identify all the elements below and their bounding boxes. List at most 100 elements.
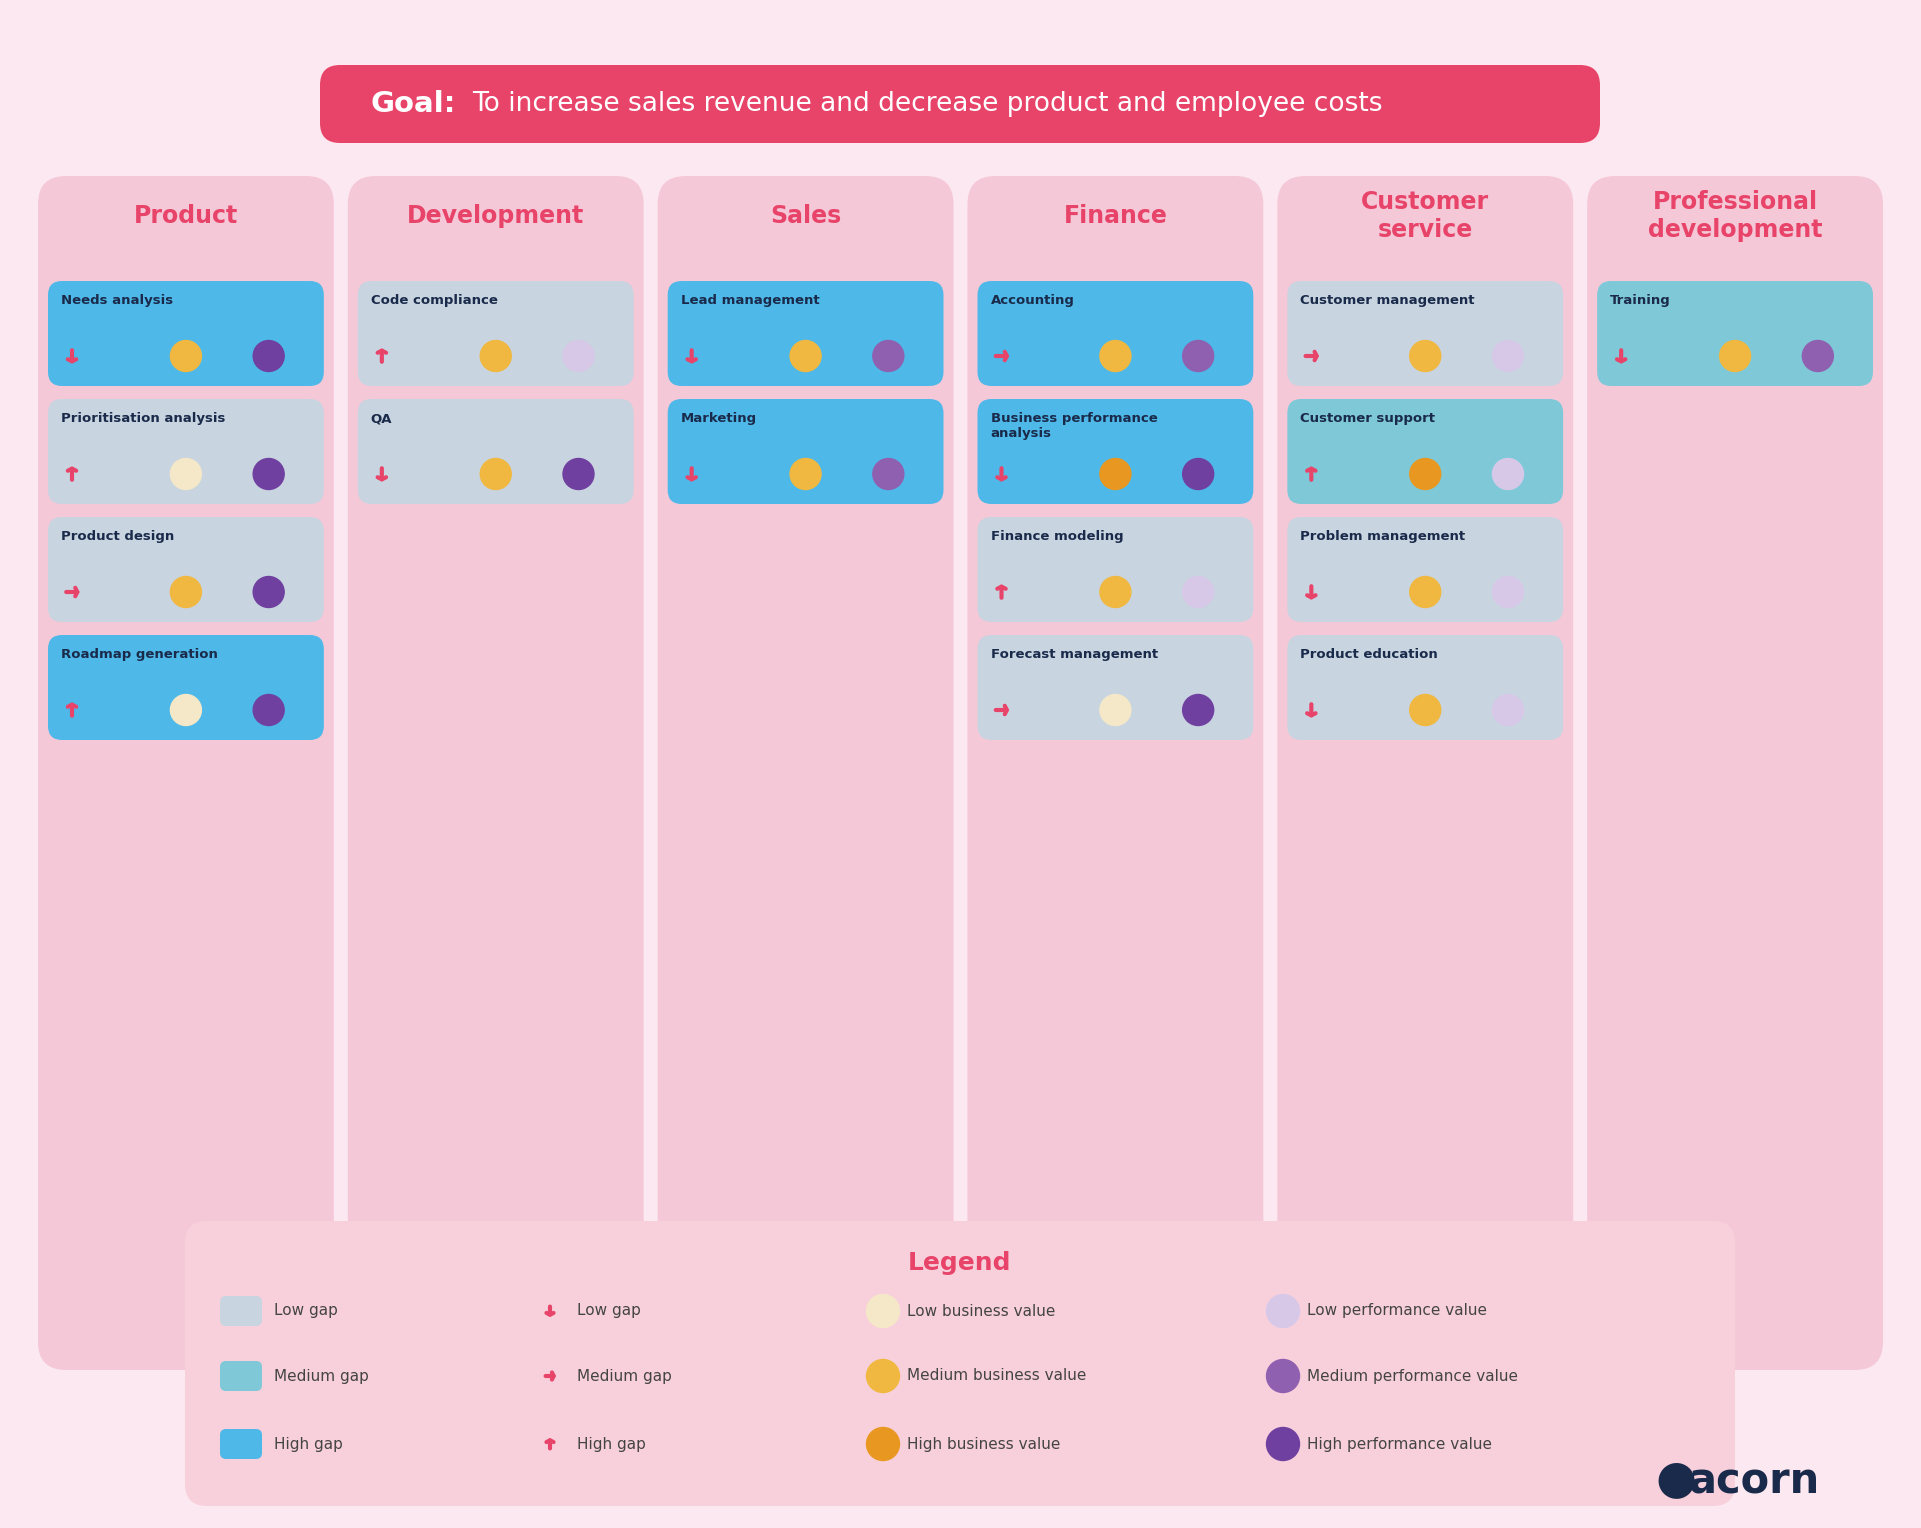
Circle shape	[171, 458, 202, 489]
Text: Legend: Legend	[909, 1251, 1012, 1274]
Text: Training: Training	[1610, 293, 1671, 307]
Circle shape	[1410, 341, 1441, 371]
FancyBboxPatch shape	[1287, 636, 1564, 740]
Circle shape	[563, 458, 594, 489]
FancyBboxPatch shape	[1287, 399, 1564, 504]
Text: QA: QA	[371, 413, 392, 425]
Text: Customer support: Customer support	[1301, 413, 1435, 425]
Text: Goal:: Goal:	[371, 90, 455, 118]
Circle shape	[1101, 695, 1131, 726]
Circle shape	[1183, 695, 1214, 726]
FancyBboxPatch shape	[978, 636, 1252, 740]
Circle shape	[866, 1294, 899, 1328]
Circle shape	[1266, 1427, 1299, 1461]
Circle shape	[254, 576, 284, 608]
Circle shape	[1493, 576, 1523, 608]
Text: Marketing: Marketing	[680, 413, 757, 425]
FancyBboxPatch shape	[978, 399, 1252, 504]
FancyBboxPatch shape	[669, 281, 943, 387]
FancyBboxPatch shape	[48, 636, 325, 740]
Text: Roadmap generation: Roadmap generation	[61, 648, 217, 662]
Circle shape	[1183, 576, 1214, 608]
Text: High gap: High gap	[275, 1436, 342, 1452]
Circle shape	[1410, 695, 1441, 726]
Circle shape	[1493, 341, 1523, 371]
Text: Prioritisation analysis: Prioritisation analysis	[61, 413, 225, 425]
Circle shape	[872, 458, 905, 489]
Circle shape	[171, 341, 202, 371]
FancyBboxPatch shape	[348, 176, 644, 1371]
FancyBboxPatch shape	[48, 281, 325, 387]
FancyBboxPatch shape	[1587, 176, 1883, 1371]
FancyBboxPatch shape	[221, 1296, 261, 1326]
FancyBboxPatch shape	[1287, 281, 1564, 387]
Text: Low gap: Low gap	[275, 1303, 338, 1319]
Circle shape	[866, 1427, 899, 1461]
Text: Code compliance: Code compliance	[371, 293, 498, 307]
Text: Finance: Finance	[1064, 205, 1168, 228]
FancyBboxPatch shape	[978, 281, 1252, 387]
Circle shape	[171, 695, 202, 726]
Text: Accounting: Accounting	[991, 293, 1074, 307]
Text: Development: Development	[407, 205, 584, 228]
FancyBboxPatch shape	[1277, 176, 1573, 1371]
Circle shape	[1266, 1360, 1299, 1392]
Circle shape	[1410, 576, 1441, 608]
Circle shape	[1719, 341, 1750, 371]
Circle shape	[1183, 458, 1214, 489]
Text: Sales: Sales	[770, 205, 841, 228]
Text: Low gap: Low gap	[576, 1303, 642, 1319]
Text: High business value: High business value	[907, 1436, 1060, 1452]
Circle shape	[866, 1360, 899, 1392]
Circle shape	[171, 576, 202, 608]
Text: acorn: acorn	[1689, 1459, 1819, 1502]
FancyBboxPatch shape	[1287, 516, 1564, 622]
FancyBboxPatch shape	[357, 399, 634, 504]
Text: Forecast management: Forecast management	[991, 648, 1158, 662]
Text: Medium gap: Medium gap	[275, 1369, 369, 1383]
FancyBboxPatch shape	[968, 176, 1264, 1371]
Text: Medium gap: Medium gap	[576, 1369, 672, 1383]
Text: ●: ●	[1656, 1458, 1696, 1502]
Circle shape	[790, 458, 820, 489]
Text: Business performance
analysis: Business performance analysis	[991, 413, 1156, 440]
Circle shape	[1266, 1294, 1299, 1328]
Text: High gap: High gap	[576, 1436, 645, 1452]
Circle shape	[1101, 576, 1131, 608]
Circle shape	[1493, 458, 1523, 489]
Circle shape	[563, 341, 594, 371]
Text: Needs analysis: Needs analysis	[61, 293, 173, 307]
Text: Customer
service: Customer service	[1362, 189, 1489, 241]
Circle shape	[254, 695, 284, 726]
Circle shape	[1101, 458, 1131, 489]
Circle shape	[1410, 458, 1441, 489]
FancyBboxPatch shape	[978, 516, 1252, 622]
FancyBboxPatch shape	[184, 1221, 1735, 1507]
Text: Medium business value: Medium business value	[907, 1369, 1087, 1383]
Circle shape	[254, 341, 284, 371]
FancyBboxPatch shape	[221, 1361, 261, 1390]
Text: Professional
development: Professional development	[1648, 189, 1823, 241]
Text: Low business value: Low business value	[907, 1303, 1055, 1319]
Circle shape	[872, 341, 905, 371]
FancyBboxPatch shape	[321, 66, 1600, 144]
FancyBboxPatch shape	[357, 281, 634, 387]
Text: Product design: Product design	[61, 530, 175, 542]
Text: Customer management: Customer management	[1301, 293, 1475, 307]
Circle shape	[254, 458, 284, 489]
FancyBboxPatch shape	[1596, 281, 1873, 387]
Circle shape	[1802, 341, 1833, 371]
Text: Problem management: Problem management	[1301, 530, 1466, 542]
Circle shape	[790, 341, 820, 371]
FancyBboxPatch shape	[48, 516, 325, 622]
Circle shape	[1183, 341, 1214, 371]
Text: Lead management: Lead management	[680, 293, 818, 307]
FancyBboxPatch shape	[221, 1429, 261, 1459]
Circle shape	[480, 341, 511, 371]
Text: High performance value: High performance value	[1306, 1436, 1493, 1452]
FancyBboxPatch shape	[48, 399, 325, 504]
FancyBboxPatch shape	[669, 399, 943, 504]
Circle shape	[1101, 341, 1131, 371]
Text: Product education: Product education	[1301, 648, 1439, 662]
Text: Finance modeling: Finance modeling	[991, 530, 1124, 542]
